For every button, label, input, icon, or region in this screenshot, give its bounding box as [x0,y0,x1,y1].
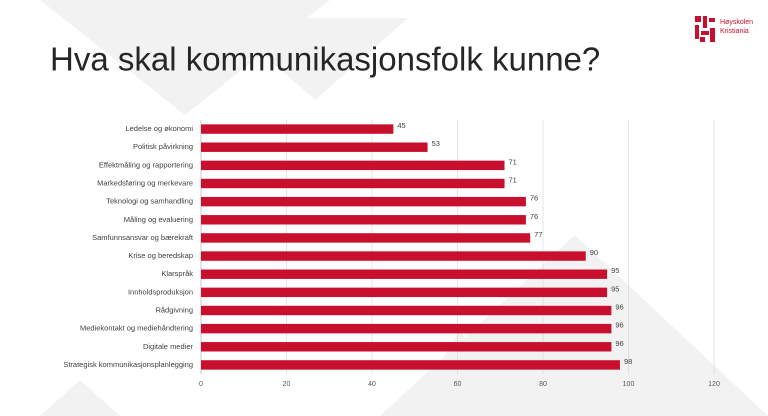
logo-mark [710,28,715,42]
logo [695,16,715,42]
data-label: 53 [432,139,440,148]
data-label: 96 [615,339,623,348]
data-label: 71 [509,157,517,166]
bar [201,233,531,243]
y-tick-label: Effektmåling og rapportering [99,160,193,169]
x-tick-label: 20 [283,381,291,388]
bar [201,160,505,171]
y-tick-label: Innholdsproduksjon [128,287,193,296]
data-label: 90 [590,248,598,257]
bar [201,142,428,152]
logo-mark [709,18,715,22]
bg-triangle [410,330,510,416]
logo-text: Kristiania [720,28,749,35]
x-tick-label: 60 [454,381,462,388]
y-tick-label: Ledelse og økonomi [125,124,193,133]
x-tick-label: 0 [199,381,203,388]
logo-mark [703,16,707,28]
data-label: 98 [624,357,632,366]
bar [201,178,505,189]
data-label: 77 [534,230,542,239]
logo-mark [695,25,699,39]
y-tick-label: Krise og beredskap [128,251,193,260]
bg-triangle [222,18,408,100]
y-tick-label: Rådgivning [155,305,193,314]
x-tick-label: 40 [368,381,376,388]
bar [201,305,612,316]
y-tick-label: Samfunnsansvar og bærekraft [92,233,194,242]
y-tick-label: Markedsføring og merkevare [97,178,193,187]
bar [201,251,586,261]
bg-triangle [40,380,120,416]
logo-text: Høyskolen [720,19,753,26]
y-tick-label: Teknologi og samhandling [106,197,193,206]
logo-mark [701,31,709,35]
data-label: 95 [611,284,619,293]
data-label: 95 [611,266,619,275]
y-tick-label: Strategisk kommunikasjonsplanlegging [63,360,193,369]
data-label: 45 [397,121,405,130]
x-tick-label: 80 [539,381,547,388]
x-tick-label: 120 [708,381,720,388]
bar [201,215,526,225]
slide-title: Hva skal kommunikasjonsfolk kunne? [50,41,600,78]
logo-mark [695,16,701,22]
data-label: 71 [509,175,517,184]
y-tick-label: Politisk påvirkning [133,142,193,151]
bar [201,124,394,134]
bar [201,196,526,207]
y-tick-label: Måling og evaluering [124,215,193,224]
bar [201,360,620,370]
data-label: 76 [530,194,538,203]
logo-mark [700,37,705,42]
y-tick-label: Mediekontakt og mediehåndtering [80,324,193,333]
data-label: 96 [615,321,623,330]
data-label: 96 [615,302,623,311]
bar [201,342,612,352]
bar [201,323,612,334]
bar [201,269,608,279]
bar [201,287,608,298]
y-tick-label: Klarspråk [161,269,193,278]
x-tick-label: 100 [623,381,635,388]
data-label: 76 [530,212,538,221]
y-tick-label: Digitale medier [143,342,194,351]
